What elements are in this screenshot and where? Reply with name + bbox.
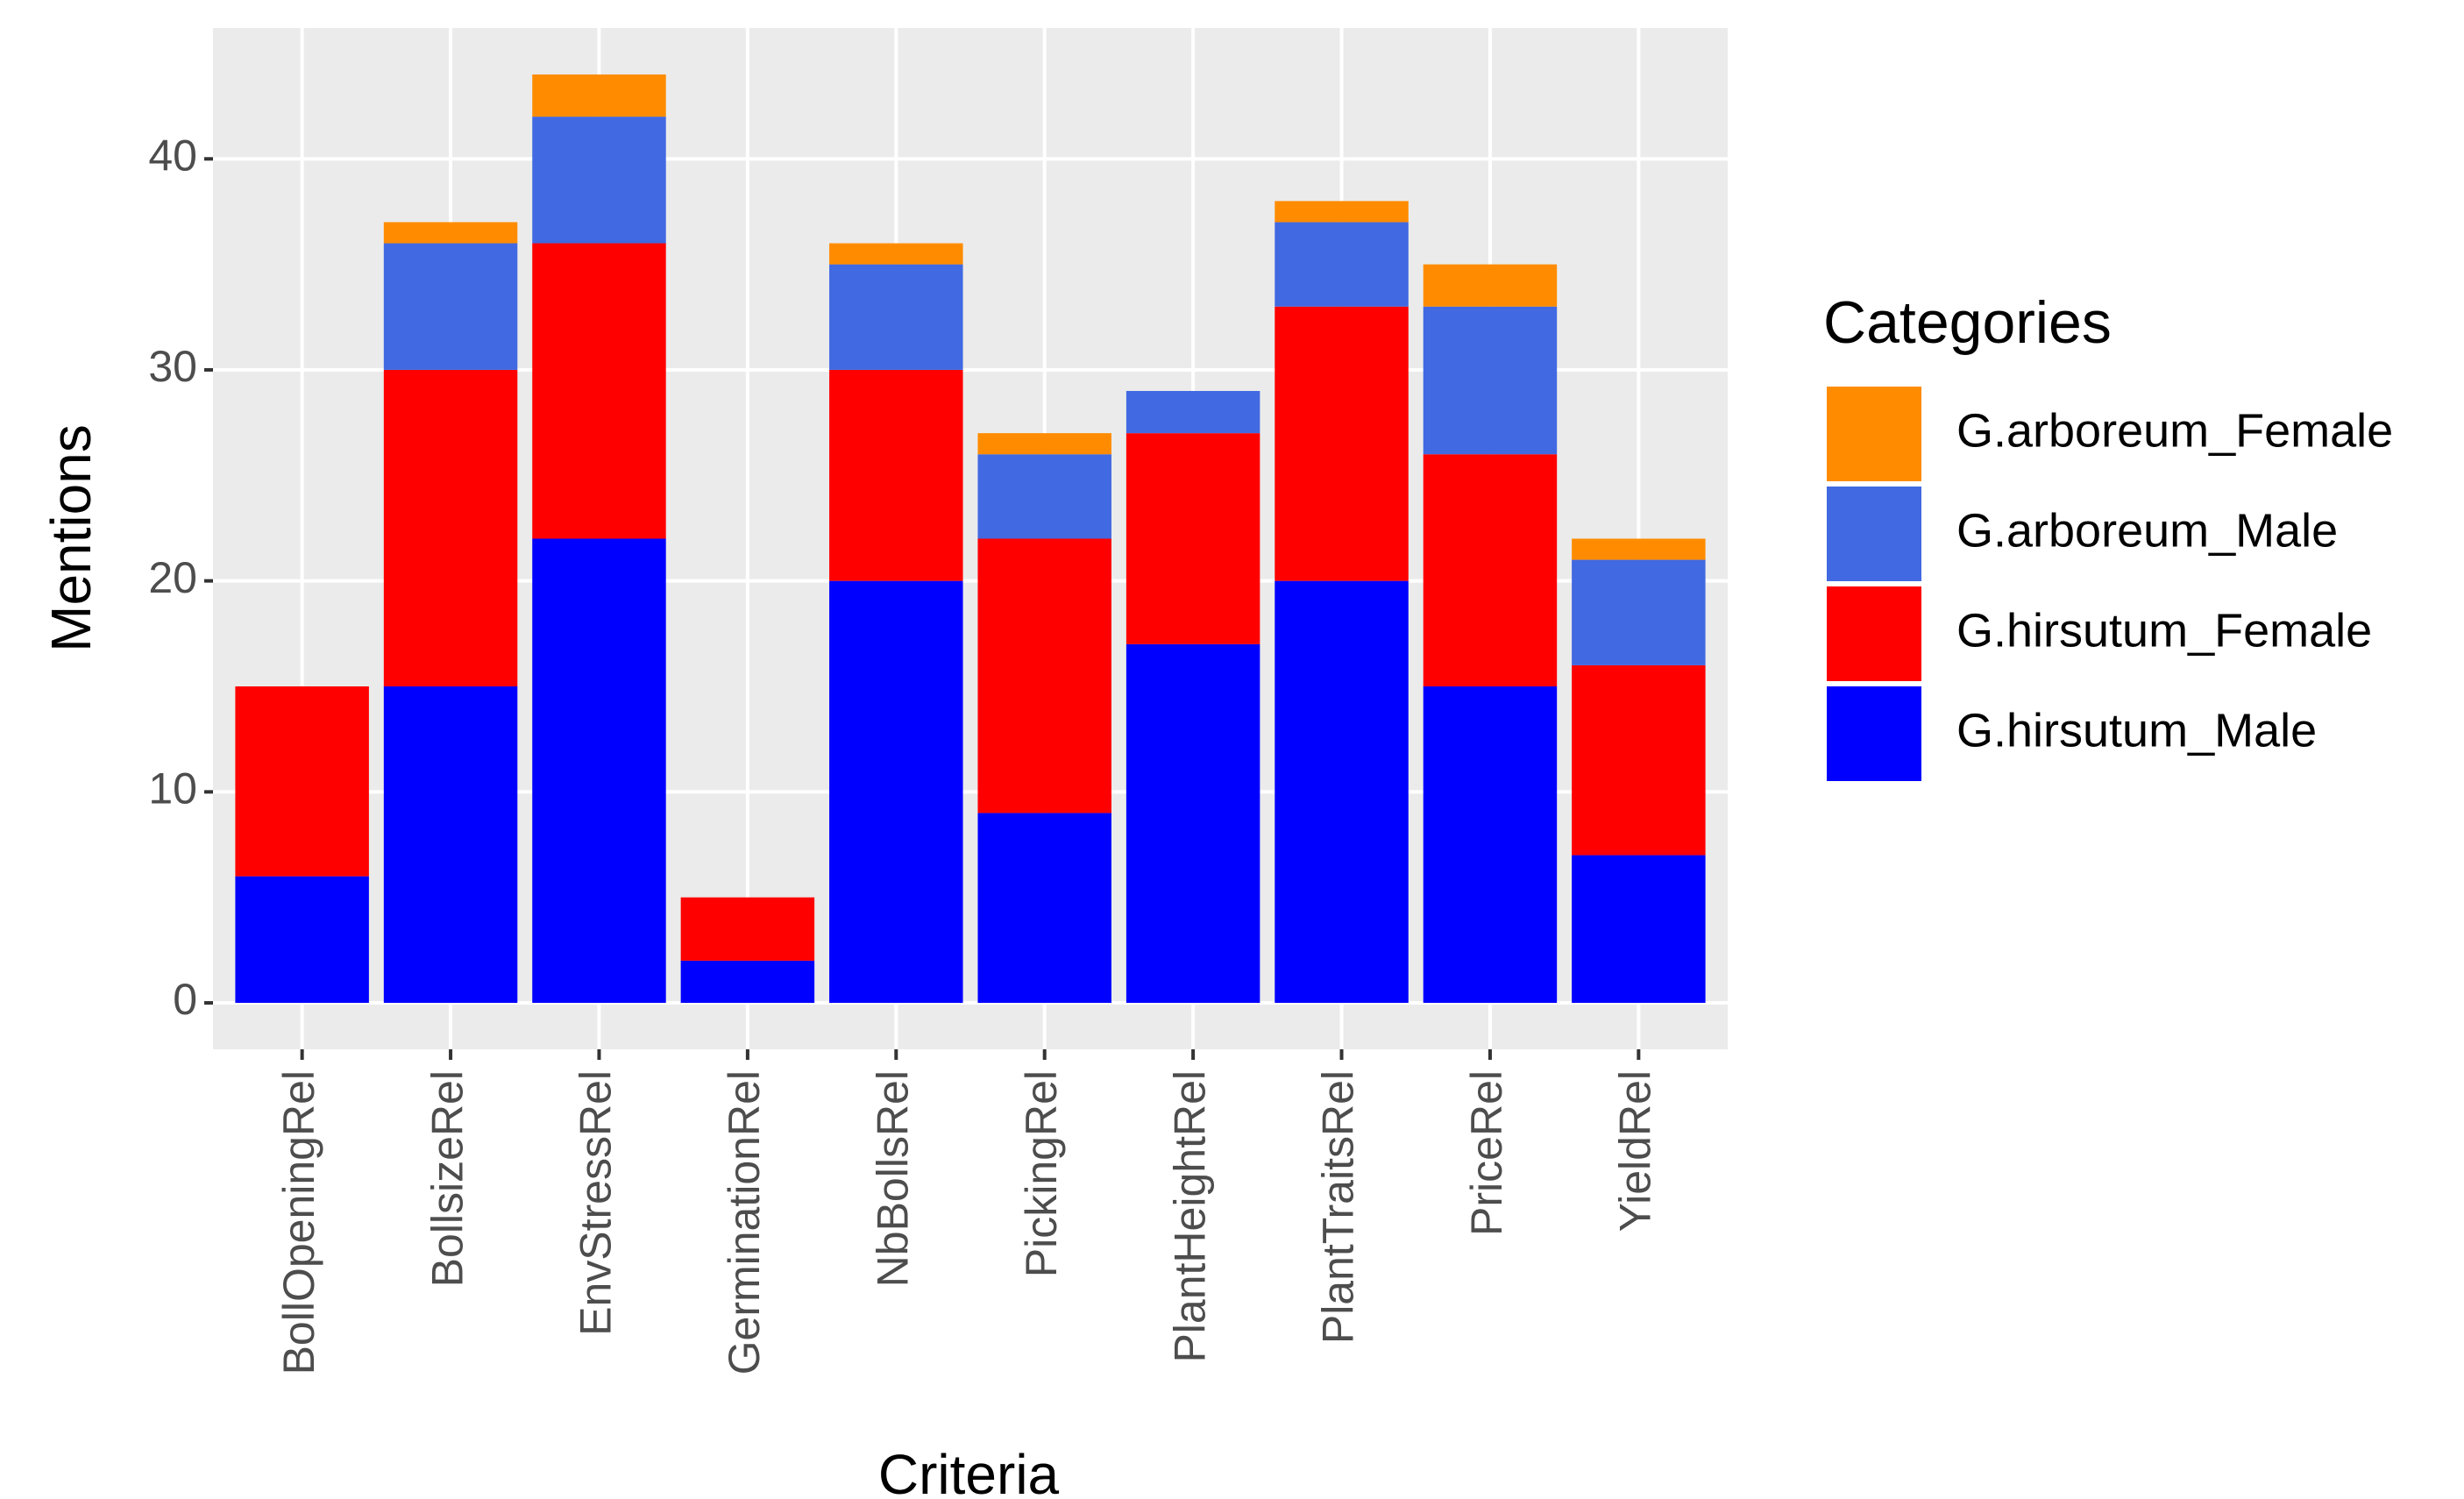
bar-segment <box>383 686 518 1004</box>
x-tick-label: PlantHeightRel <box>1165 1070 1214 1363</box>
x-tick-label: GerminationRel <box>720 1070 769 1375</box>
bar-segment <box>532 538 666 1004</box>
bar-segment <box>1125 643 1260 1004</box>
y-tick-label: 20 <box>148 553 197 602</box>
bar-segment <box>235 686 369 877</box>
bar-segment <box>383 222 518 244</box>
bar-segment <box>383 369 518 686</box>
x-tick-label: BollOpeningRel <box>274 1070 323 1375</box>
legend-title: Categories <box>1823 289 2112 356</box>
bar-segment <box>1572 538 1706 560</box>
y-axis-title: Mentions <box>39 424 103 652</box>
x-tick-label: PickingRel <box>1017 1070 1066 1277</box>
bar-segment <box>1275 306 1409 581</box>
bar-segment <box>1572 559 1706 665</box>
bar-segment <box>1275 580 1409 1004</box>
y-tick-label: 10 <box>148 764 197 813</box>
bar-segment <box>829 264 963 370</box>
legend-label: G.arboreum_Male <box>1956 504 2338 557</box>
legend-key <box>1827 487 1921 581</box>
bar-segment <box>532 74 666 117</box>
bar-segment <box>829 243 963 265</box>
x-axis-title: Criteria <box>878 1443 1060 1499</box>
x-tick-label: BollsizeRel <box>423 1070 472 1287</box>
legend-label: G.hirsutum_Female <box>1956 604 2372 657</box>
x-tick-label: NbBollsRel <box>868 1070 917 1287</box>
bar-segment <box>1423 306 1558 455</box>
bar-segment <box>829 580 963 1004</box>
bar-segment <box>977 813 1111 1004</box>
bar-segment <box>235 876 369 1004</box>
bar-segment <box>977 538 1111 813</box>
legend-key <box>1827 586 1921 681</box>
bar-segment <box>680 960 815 1004</box>
bar-segment <box>383 243 518 370</box>
bar-segment <box>532 243 666 539</box>
bar-segment <box>1275 222 1409 307</box>
bar-segment <box>977 433 1111 455</box>
legend-label: G.hirsutum_Male <box>1956 704 2317 757</box>
bar-segment <box>1572 664 1706 856</box>
x-tick-label: PlantTraitsRel <box>1314 1070 1363 1344</box>
bar-segment <box>1572 855 1706 1004</box>
x-tick-label: PriceRel <box>1462 1070 1511 1236</box>
legend-key <box>1827 686 1921 781</box>
legend-key <box>1827 387 1921 481</box>
y-tick-label: 40 <box>148 131 197 180</box>
x-tick-label: EnvStressRel <box>572 1070 621 1336</box>
bar-segment <box>1423 454 1558 686</box>
y-tick-label: 30 <box>148 342 197 391</box>
bar-segment <box>1125 391 1260 434</box>
bar-segment <box>1423 264 1558 307</box>
bar-segment <box>1125 433 1260 644</box>
bar-segment <box>829 369 963 581</box>
y-tick-label: 0 <box>173 975 197 1024</box>
x-tick-label: YieldRel <box>1611 1070 1660 1232</box>
bar-segment <box>1423 686 1558 1004</box>
bar-segment <box>680 897 815 961</box>
legend-label: G.arboreum_Female <box>1956 404 2393 457</box>
bar-segment <box>532 117 666 244</box>
bar-segment <box>977 454 1111 539</box>
bar-segment <box>1275 201 1409 223</box>
